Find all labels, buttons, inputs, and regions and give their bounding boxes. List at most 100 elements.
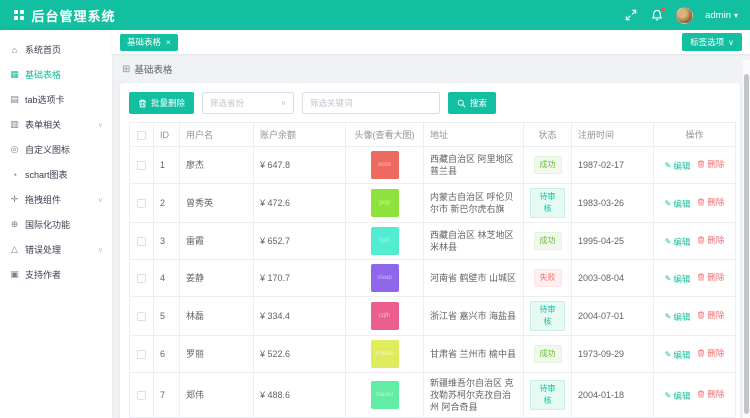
chevron-down-icon: ∨ (97, 196, 103, 204)
cell-regtime: 2004-01-18 (571, 372, 654, 418)
cell-address: 河南省 鹤壁市 山城区 (423, 259, 524, 297)
sidebar-item-home[interactable]: ⌂ 系统首页 (0, 37, 112, 62)
cell-username: 姜静 (179, 259, 254, 297)
cell-balance: ¥ 472.6 (253, 183, 346, 223)
row-checkbox[interactable] (137, 237, 146, 247)
edit-button[interactable]: ✎ 编辑 (664, 161, 691, 171)
delete-button[interactable]: 删除 (697, 347, 724, 359)
status-badge: 待审核 (530, 301, 565, 331)
chart-icon: ◔ (11, 169, 18, 180)
edit-button[interactable]: ✎ 编辑 (664, 350, 691, 360)
avatar-image[interactable]: xmjdsn (370, 340, 399, 368)
user-avatar[interactable] (676, 6, 694, 24)
delete-button[interactable]: 删除 (697, 309, 724, 321)
table-row: 5 林磊 ¥ 334.4 cqfh 浙江省 嘉兴市 海盐县 待审核 2004-07-01 ✎ 编… (129, 296, 736, 336)
sidebar-item-i18n[interactable]: ⊕ 国际化功能 (10, 219, 71, 230)
edit-icon: ✎ (664, 312, 672, 321)
delete-icon (698, 273, 705, 281)
cell-address: 新疆维吾尔自治区 克孜勒苏柯尔克孜自治州 阿合奇县 (423, 372, 524, 418)
chevron-down-icon: ▾ (733, 10, 738, 20)
cell-regtime: 2003-08-04 (571, 259, 654, 297)
edit-button[interactable]: ✎ 编辑 (664, 391, 691, 401)
delete-icon (698, 236, 705, 244)
delete-button[interactable]: 删除 (697, 158, 724, 170)
keyword-filter-input[interactable] (302, 92, 441, 114)
cell-id: 1 (153, 146, 180, 184)
cell-id: 7 (153, 372, 180, 418)
col-username: 用户名 (179, 122, 254, 147)
sidebar-item-custom-icons[interactable]: ◎ 自定义图标 (10, 144, 71, 155)
row-checkbox[interactable] (137, 161, 146, 171)
avatar-image[interactable]: hjcfi (370, 227, 399, 255)
form-icon: ▥ (10, 119, 19, 129)
drag-icon: ✛ (10, 194, 19, 204)
close-icon[interactable]: × (166, 37, 171, 47)
avatar-image[interactable]: cqfh (370, 302, 399, 330)
i18n-icon: ⊕ (10, 219, 19, 229)
scrollbar[interactable] (743, 60, 750, 418)
avatar-image[interactable]: sfeap (370, 264, 399, 292)
cell-username: 林磊 (179, 296, 254, 336)
chevron-down-icon: ∨ (728, 37, 734, 47)
delete-button[interactable]: 删除 (697, 388, 724, 400)
table-header-row: ID 用户名 账户余额 头像(查看大图) 地址 状态 注册时间 操作 (129, 122, 736, 147)
tag-options-button[interactable]: 标签选项 ∨ (682, 33, 742, 51)
sidebar-item-drag[interactable]: ✛ 拖拽组件 ∨ (10, 194, 103, 205)
edit-button[interactable]: ✎ 编辑 (664, 312, 691, 322)
status-badge: 待审核 (530, 188, 565, 218)
notification-bell-icon[interactable] (650, 7, 666, 22)
province-filter-select[interactable]: 筛选省份 ∨ (202, 92, 295, 114)
cell-balance: ¥ 334.4 (253, 296, 346, 336)
top-header: 后台管理系统 admin ▾ (0, 0, 750, 30)
error-icon: △ (11, 244, 18, 254)
sidebar-item-schart[interactable]: ◔ schart图表 (0, 162, 112, 187)
col-balance: 账户余额 (253, 122, 346, 147)
sidebar-item-basic-table[interactable]: ▦ 基础表格 (10, 69, 62, 80)
edit-icon: ✎ (664, 391, 672, 400)
cell-regtime: 2004-07-01 (571, 296, 654, 336)
row-checkbox[interactable] (137, 391, 146, 401)
cell-address: 西藏自治区 阿里地区 普兰县 (423, 146, 524, 184)
cell-balance: ¥ 488.6 (253, 372, 346, 418)
avatar-image[interactable]: manru (370, 381, 399, 409)
delete-button[interactable]: 删除 (697, 196, 724, 208)
cell-balance: ¥ 522.6 (253, 335, 346, 373)
edit-button[interactable]: ✎ 编辑 (664, 237, 691, 247)
edit-button[interactable]: ✎ 编辑 (664, 274, 691, 284)
chevron-down-icon: ∨ (280, 100, 287, 107)
select-all-checkbox[interactable] (137, 130, 146, 140)
tab-basic-table[interactable]: 基础表格 × (120, 33, 178, 51)
cell-id: 5 (153, 296, 180, 336)
search-button[interactable]: 搜索 (448, 92, 497, 114)
chevron-down-icon: ∨ (97, 246, 103, 254)
row-checkbox[interactable] (137, 350, 146, 360)
col-operations: 操作 (653, 122, 736, 147)
sidebar-item-forms[interactable]: ▥ 表单相关 ∨ (10, 119, 103, 130)
table-row: 4 姜静 ¥ 170.7 sfeap 河南省 鹤壁市 山城区 失败 2003-08-04 ✎ 编… (129, 259, 736, 297)
cell-balance: ¥ 647.8 (253, 146, 346, 184)
status-badge: 成功 (533, 156, 562, 174)
edit-button[interactable]: ✎ 编辑 (664, 199, 691, 209)
cell-address: 内蒙古自治区 呼伦贝尔市 新巴尔虎右旗 (423, 183, 524, 223)
avatar-image[interactable]: gxgr (370, 189, 399, 217)
status-badge: 成功 (533, 345, 562, 363)
avatar-image[interactable]: ecbx (370, 151, 399, 179)
batch-delete-button[interactable]: 批量删除 (129, 92, 195, 114)
delete-button[interactable]: 删除 (697, 234, 724, 246)
chevron-down-icon: ∨ (97, 121, 103, 129)
row-checkbox[interactable] (137, 199, 146, 209)
user-menu[interactable]: admin ▾ (705, 10, 738, 21)
fullscreen-icon[interactable] (624, 8, 638, 22)
edit-icon: ✎ (664, 274, 672, 283)
row-checkbox[interactable] (137, 274, 146, 284)
row-checkbox[interactable] (137, 312, 146, 322)
cell-username: 廖杰 (179, 146, 254, 184)
sidebar-item-support[interactable]: ▣ 支持作者 (10, 269, 62, 280)
sidebar-item-errors[interactable]: △ 错误处理 ∨ (0, 237, 112, 262)
cell-address: 西藏自治区 林芝地区 米林县 (423, 222, 524, 260)
delete-button[interactable]: 删除 (697, 271, 724, 283)
scrollbar-thumb[interactable] (744, 74, 749, 414)
sidebar-item-tabs[interactable]: ▤ tab选项卡 (10, 94, 65, 105)
cell-id: 3 (153, 222, 180, 260)
